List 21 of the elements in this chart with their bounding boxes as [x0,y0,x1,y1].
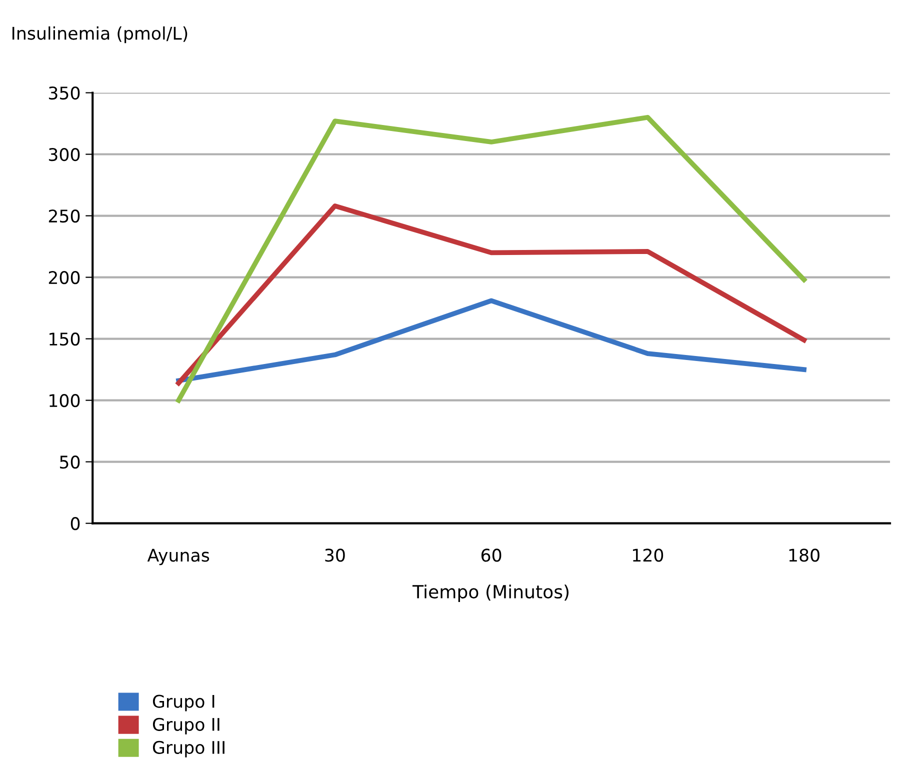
x-axis-title: Tiempo (Minutos) [412,584,569,602]
x-tick-label: 60 [481,548,502,562]
legend-label: Grupo II [152,718,220,734]
y-axis-title: Insulinemia (pmol/L) [12,26,188,44]
y-tick-label: 300 [48,148,80,162]
legend-label: Grupo I [152,694,214,712]
line-series [176,114,806,403]
line-series [176,298,806,384]
y-tick-label: 350 [48,86,80,100]
x-tick-label: 180 [789,548,820,562]
y-tick-label: 50 [60,456,80,469]
legend-label: Grupo III [152,740,224,758]
y-tick-label: 200 [48,270,80,284]
y-tick-label: 100 [50,394,80,408]
line-series [176,204,806,386]
y-tick-label: 150 [50,332,80,346]
x-tick-label: Ayunas [147,548,210,566]
y-tick-label: 250 [48,209,80,223]
x-tick-label: 30 [325,548,345,562]
y-tick-label: 0 [70,517,80,530]
x-tick-label: 120 [632,548,664,562]
